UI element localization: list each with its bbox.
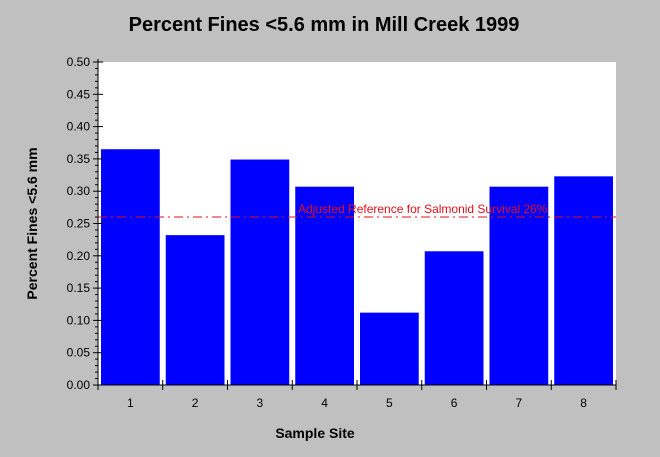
y-tick-label: 0.10 bbox=[67, 313, 91, 327]
y-tick-label: 0.30 bbox=[67, 184, 91, 198]
bar bbox=[295, 186, 354, 385]
reference-layer: Adjusted Reference for Salmonid Survival… bbox=[98, 202, 616, 218]
y-tick-label: 0.20 bbox=[67, 249, 91, 263]
reference-line-label: Adjusted Reference for Salmonid Survival… bbox=[298, 202, 548, 216]
bar bbox=[489, 186, 549, 385]
y-tick-label: 0.00 bbox=[67, 378, 91, 392]
bar bbox=[101, 149, 160, 385]
x-axis-title: Sample Site bbox=[275, 425, 355, 441]
x-tick-label: 2 bbox=[192, 396, 199, 410]
x-tick-label: 4 bbox=[321, 396, 328, 410]
bar bbox=[165, 235, 225, 385]
bar bbox=[230, 159, 290, 385]
x-tick-label: 6 bbox=[451, 396, 458, 410]
x-tick-label: 8 bbox=[580, 396, 587, 410]
y-tick-label: 0.25 bbox=[67, 217, 91, 231]
y-tick-label: 0.50 bbox=[67, 55, 91, 69]
bar bbox=[424, 251, 484, 385]
x-tick-label: 5 bbox=[386, 396, 393, 410]
y-tick-label: 0.05 bbox=[67, 346, 91, 360]
y-axis-title: Percent Fines <5.6 mm bbox=[24, 147, 40, 299]
x-tick-label: 3 bbox=[257, 396, 264, 410]
axes-layer: 0.00 0.05 0.10 0.15 0.20 0.25 0.30 0.35 0.40 0.45… bbox=[67, 55, 617, 410]
y-tick-label: 0.40 bbox=[67, 120, 91, 134]
x-tick-label: 1 bbox=[127, 396, 134, 410]
y-tick-label: 0.15 bbox=[67, 281, 91, 295]
bar bbox=[360, 312, 419, 385]
y-tick-label: 0.35 bbox=[67, 152, 91, 166]
x-tick-label: 7 bbox=[516, 396, 523, 410]
bar bbox=[554, 176, 613, 385]
chart-title: Percent Fines <5.6 mm in Mill Creek 1999 bbox=[128, 14, 520, 36]
y-tick-label: 0.45 bbox=[67, 87, 91, 101]
bars-layer bbox=[101, 149, 613, 385]
